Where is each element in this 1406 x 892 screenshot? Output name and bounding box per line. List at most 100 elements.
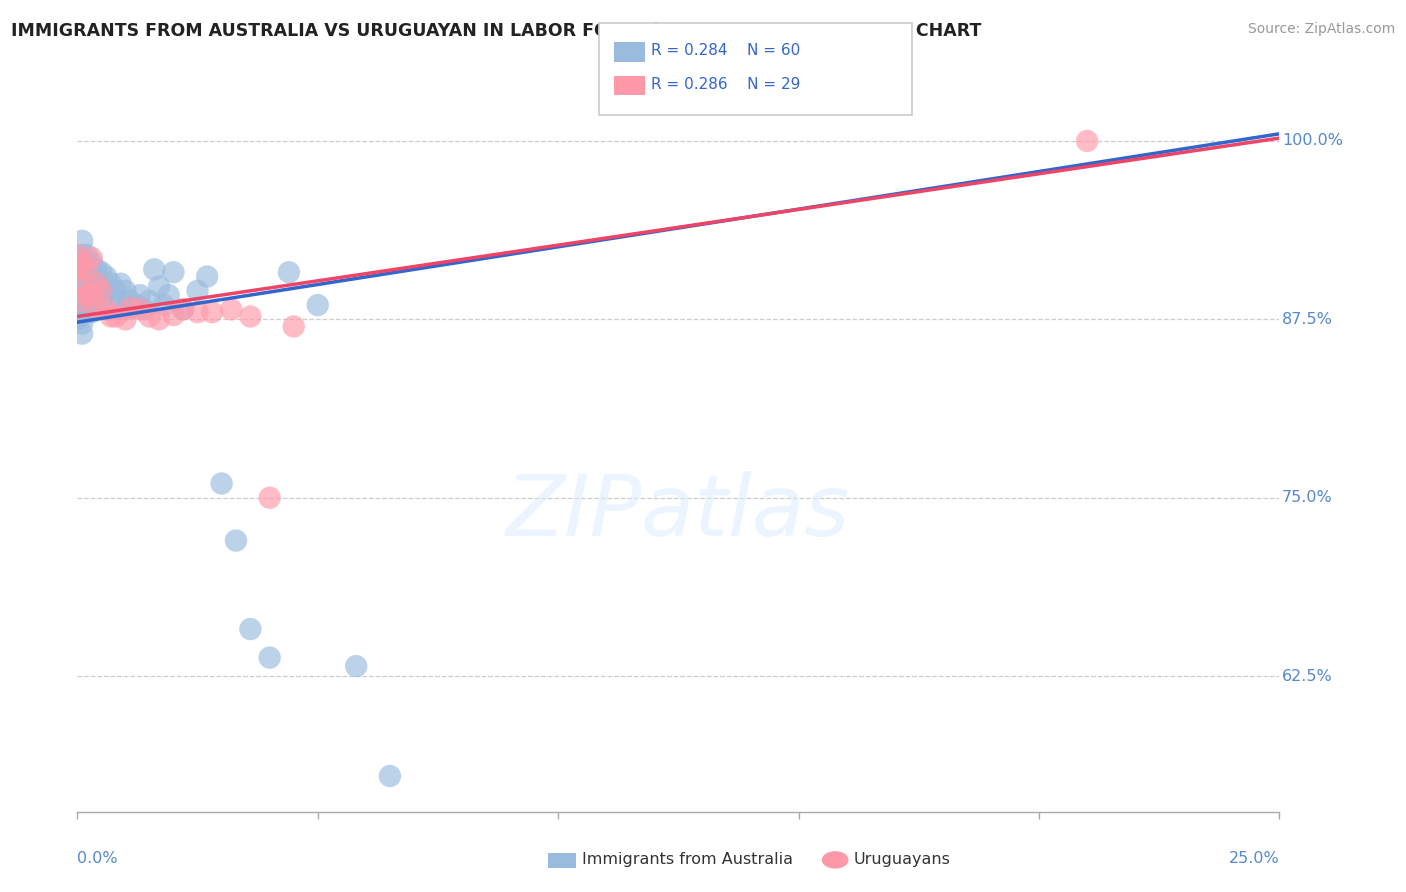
Point [110,277,132,291]
Point [277,265,299,279]
Point [90,279,112,293]
Point [66,262,89,277]
Point [134,302,156,317]
Point [138,293,160,308]
Point [86,277,108,291]
Point [239,310,262,324]
Point [100,277,122,291]
Point [80,305,103,319]
Text: 75.0%: 75.0% [1282,491,1333,505]
Point [100,310,122,324]
Point [70,302,93,317]
Point [110,293,132,308]
Point [344,659,367,673]
Point [66,248,89,262]
Text: 25.0%: 25.0% [1229,851,1279,866]
Point [148,279,170,293]
Point [283,319,305,334]
Point [70,308,93,322]
Text: Uruguayans: Uruguayans [853,853,950,867]
Text: 0.0%: 0.0% [77,851,118,866]
Point [1076,134,1098,148]
Point [172,302,194,317]
Point [157,288,180,302]
Point [86,277,108,291]
Point [70,293,93,308]
Point [70,295,93,310]
Point [114,284,136,298]
Point [100,298,122,312]
Point [186,284,209,298]
Point [80,269,103,284]
Point [172,302,194,317]
Point [70,326,93,341]
Point [70,248,93,262]
Point [70,234,93,248]
Point [80,251,103,265]
Point [86,288,108,302]
Text: 62.5%: 62.5% [1282,669,1333,683]
Point [162,308,184,322]
Point [76,305,98,319]
Point [239,622,262,636]
Point [378,769,401,783]
Point [76,262,98,277]
Point [70,286,93,301]
Point [66,312,89,326]
Point [201,305,224,319]
Point [70,277,93,291]
Point [70,255,93,269]
Point [80,288,103,302]
Text: R = 0.284    N = 60: R = 0.284 N = 60 [651,44,800,58]
Point [120,301,142,315]
Point [153,298,176,312]
Point [90,293,112,308]
Point [120,293,142,308]
Point [114,302,136,317]
Point [76,248,98,262]
Point [138,310,160,324]
Point [114,312,136,326]
Point [70,277,93,291]
Point [143,262,166,277]
Point [76,286,98,301]
Point [80,284,103,298]
Point [259,650,281,665]
Text: 87.5%: 87.5% [1282,312,1333,326]
Point [80,295,103,310]
Point [186,305,209,319]
Point [225,533,247,548]
Point [128,302,150,317]
Point [219,302,242,317]
Point [70,317,93,331]
Point [96,284,118,298]
Text: R = 0.286    N = 29: R = 0.286 N = 29 [651,78,800,92]
Text: Immigrants from Australia: Immigrants from Australia [582,853,793,867]
Point [124,298,146,312]
Point [90,265,112,279]
Point [76,262,98,277]
Point [307,298,329,312]
Text: 100.0%: 100.0% [1282,134,1343,148]
Point [76,295,98,310]
Point [76,288,98,302]
Point [128,288,150,302]
Text: IMMIGRANTS FROM AUSTRALIA VS URUGUAYAN IN LABOR FORCE | AGE 30-34 CORRELATION CH: IMMIGRANTS FROM AUSTRALIA VS URUGUAYAN I… [11,22,981,40]
Point [76,277,98,291]
Point [66,308,89,322]
Point [195,269,218,284]
Point [70,262,93,277]
Point [104,310,127,324]
Point [259,491,281,505]
Point [66,305,89,319]
Point [86,262,108,277]
Point [211,476,233,491]
Text: ZIPatlas: ZIPatlas [506,470,851,554]
Point [162,265,184,279]
Point [80,255,103,269]
Point [90,284,112,298]
Point [148,312,170,326]
Text: Source: ZipAtlas.com: Source: ZipAtlas.com [1247,22,1395,37]
Point [104,284,127,298]
Point [96,302,118,317]
